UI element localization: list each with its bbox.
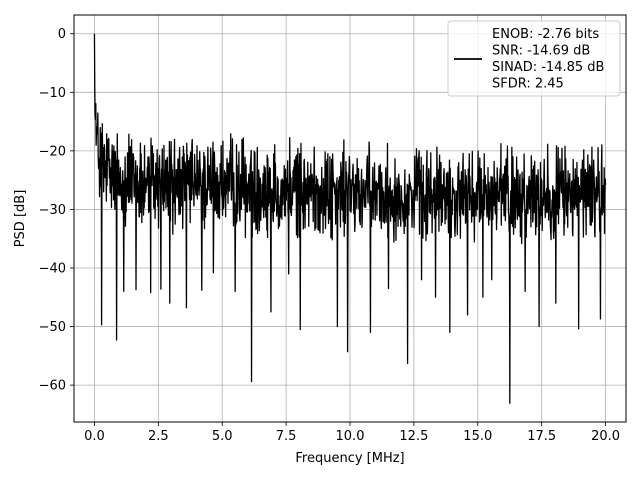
- x-tick-label: 7.5: [276, 429, 297, 444]
- x-tick-label: 15.0: [463, 429, 492, 444]
- legend-sinad-text: SINAD: -14.85 dB: [492, 60, 604, 75]
- y-tick-label: −40: [39, 261, 66, 276]
- legend-sfdr-text: SFDR: 2.45: [492, 77, 564, 92]
- legend-snr-text: SNR: -14.69 dB: [492, 44, 590, 59]
- x-tick-label: 0.0: [84, 429, 105, 444]
- x-tick-label: 5.0: [212, 429, 233, 444]
- y-tick-label: 0: [58, 27, 66, 42]
- x-tick-label: 10.0: [336, 429, 365, 444]
- y-tick-label: −50: [39, 320, 66, 335]
- legend-enob-text: ENOB: -2.76 bits: [492, 27, 599, 42]
- y-axis-label: PSD [dB]: [13, 190, 28, 248]
- x-tick-label: 17.5: [527, 429, 556, 444]
- ticks: 0.0 2.5 5.0 7.5 10.0 12.5 15.0 17.5 20.0 0 −10 −20 −…: [39, 27, 620, 444]
- legend-box: [447, 20, 621, 97]
- x-tick-label: 20.0: [591, 429, 620, 444]
- y-tick-label: −30: [39, 203, 66, 218]
- x-tick-label: 12.5: [399, 429, 428, 444]
- x-tick-label: 2.5: [148, 429, 169, 444]
- y-tick-label: −10: [39, 86, 66, 101]
- legend: ENOB: -2.76 bits SNR: -14.69 dB SINAD: -…: [447, 20, 621, 97]
- plot-area: [93, 33, 607, 404]
- y-tick-label: −60: [39, 379, 66, 394]
- y-tick-label: −20: [39, 144, 66, 159]
- psd-series-line: [93, 33, 607, 404]
- x-axis-label: Frequency [MHz]: [295, 451, 404, 466]
